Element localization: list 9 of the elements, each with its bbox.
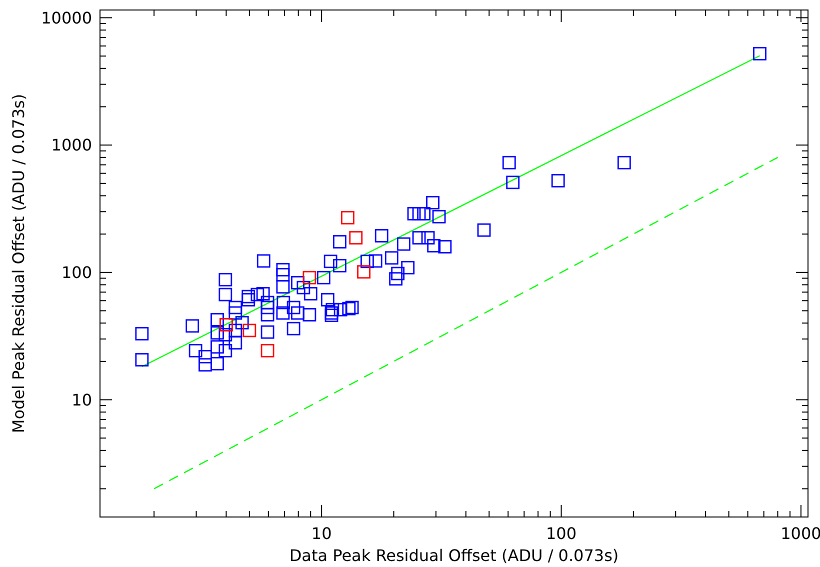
x-tick-label: 100 xyxy=(546,524,577,543)
y-tick-label: 1000 xyxy=(51,136,92,155)
x-tick-label: 10 xyxy=(311,524,332,543)
y-tick-label: 100 xyxy=(61,263,92,282)
y-tick-label: 10 xyxy=(72,390,92,410)
y-axis-title: Model Peak Residual Offset (ADU / 0.073s) xyxy=(9,94,28,434)
x-axis-title: Data Peak Residual Offset (ADU / 0.073s) xyxy=(289,546,619,565)
x-tick-label: 1000 xyxy=(780,524,820,543)
y-tick-label: 10000 xyxy=(41,8,92,28)
